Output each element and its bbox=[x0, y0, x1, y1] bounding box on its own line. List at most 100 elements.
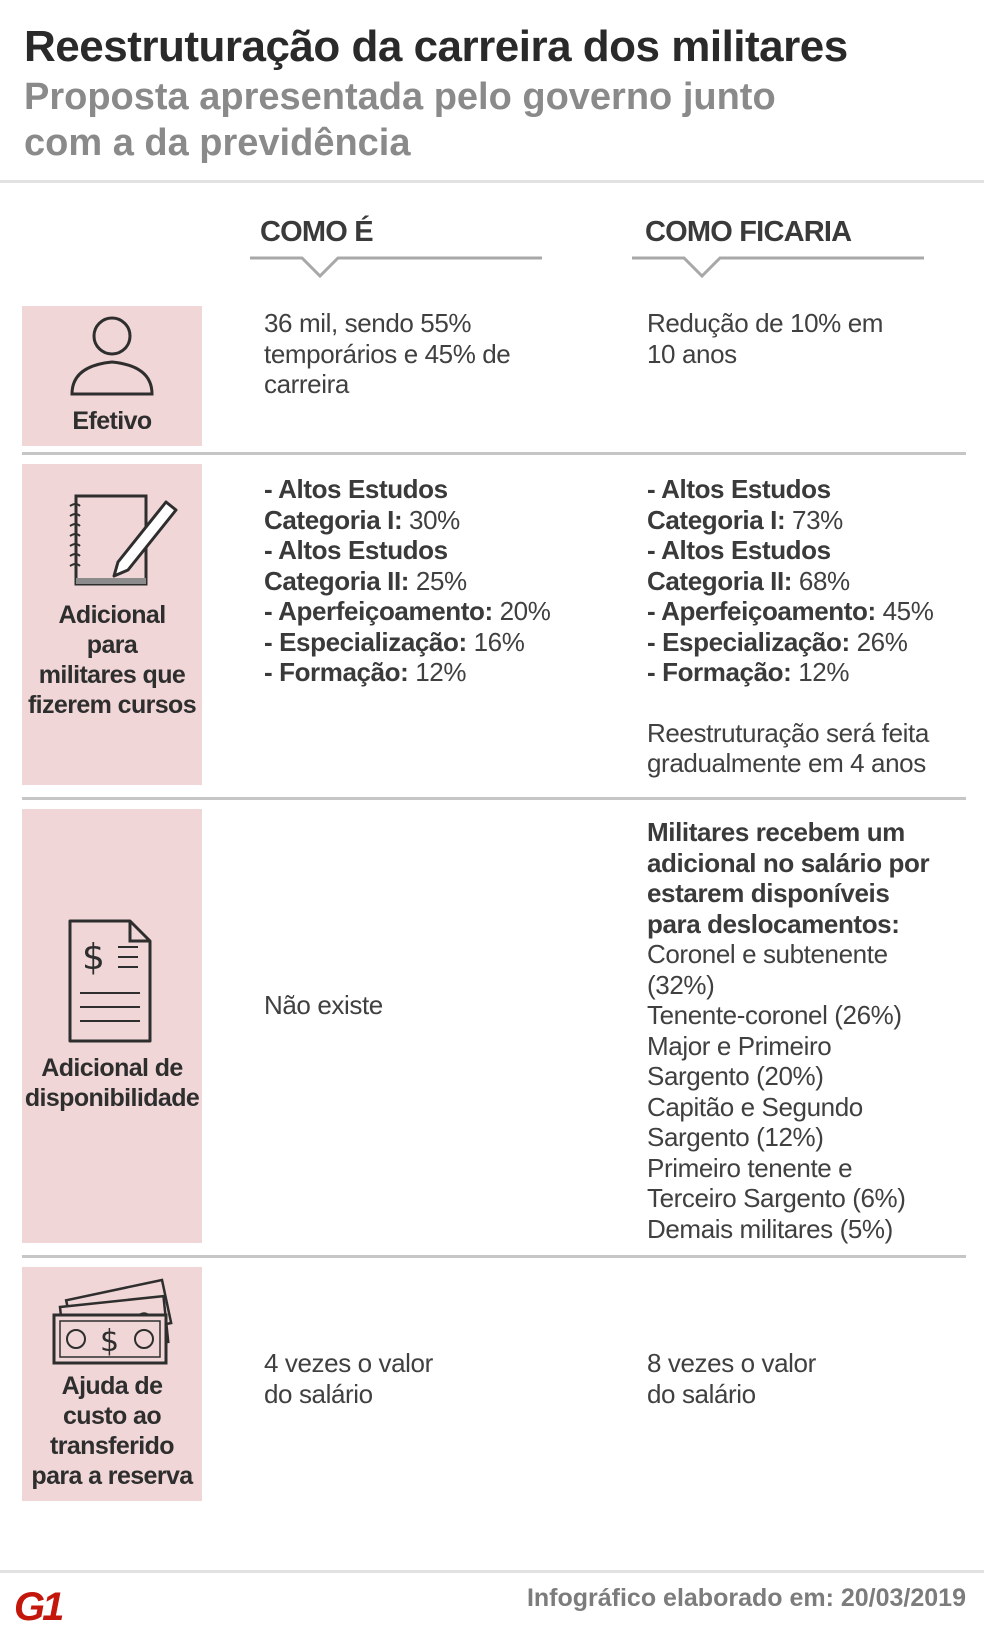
course-line: - Aperfeiçoamento: 20% bbox=[264, 596, 604, 627]
text-line: gradualmente em 4 anos bbox=[647, 748, 926, 778]
course-line: - Especialização: 26% bbox=[647, 627, 977, 658]
course-name: - Formação: bbox=[264, 657, 409, 687]
efetivo-current: 36 mil, sendo 55% temporários e 45% de c… bbox=[264, 308, 604, 400]
label-line: Adicional bbox=[58, 601, 166, 629]
text-line: Terceiro Sargento (6%) bbox=[647, 1183, 906, 1213]
course-name: Categoria II: bbox=[647, 565, 793, 596]
course-name: - Aperfeiçoamento: bbox=[647, 596, 876, 626]
text-line: Demais militares (5%) bbox=[647, 1213, 893, 1244]
text-line: 36 mil, sendo 55% bbox=[264, 308, 472, 338]
banknotes-icon: $ bbox=[52, 1278, 173, 1365]
row-label-reserva: $ Ajuda de custo ao transferido para a r… bbox=[22, 1267, 202, 1501]
label-line: para a reserva bbox=[31, 1462, 193, 1490]
infographic-credit: Infográfico elaborado em: 20/03/2019 bbox=[526, 1584, 966, 1612]
course-name: Categoria I: bbox=[647, 504, 786, 535]
text-line: Reestruturação será feita bbox=[647, 717, 929, 748]
text-line: Não existe bbox=[264, 990, 383, 1020]
course-value: 73% bbox=[785, 504, 843, 535]
row-label-disponibilidade: $ Adicional de disponibilidade bbox=[22, 809, 202, 1243]
course-value: 30% bbox=[402, 504, 460, 535]
footer-divider bbox=[0, 1570, 984, 1573]
course-name: Categoria I: bbox=[264, 504, 403, 535]
disponibilidade-current: Não existe bbox=[264, 990, 604, 1021]
row-divider bbox=[22, 797, 966, 800]
text-line: (32%) bbox=[647, 969, 715, 1000]
header-divider bbox=[0, 180, 984, 183]
notebook-pencil-icon bbox=[69, 494, 178, 586]
course-value: 12% bbox=[408, 657, 467, 687]
course-line: Categoria II: 25% bbox=[264, 566, 604, 597]
row-label-cursos: Adicional para militares que fizerem cur… bbox=[22, 464, 202, 785]
row-label-efetivo: Efetivo bbox=[22, 306, 202, 446]
course-name: - Formação: bbox=[647, 657, 792, 687]
course-line: Categoria I: 73% bbox=[647, 505, 977, 536]
row-label-text: Adicional de disponibilidade bbox=[22, 1053, 202, 1113]
column-heading-proposed: COMO FICARIA bbox=[645, 216, 852, 248]
cursos-current: - Altos Estudos Categoria I: 30% - Altos… bbox=[264, 474, 604, 688]
label-line: fizerem cursos bbox=[27, 691, 197, 719]
course-value: 20% bbox=[492, 596, 551, 626]
column-heading-arrow bbox=[250, 256, 542, 278]
text-line-bold: para deslocamentos: bbox=[647, 908, 900, 939]
course-value: 16% bbox=[466, 626, 525, 657]
text-line: temporários e 45% de bbox=[264, 338, 511, 369]
course-name: - Altos Estudos bbox=[264, 474, 448, 504]
course-value: 25% bbox=[409, 565, 467, 596]
dollar-document-icon: $ bbox=[68, 919, 152, 1043]
text-line: Sargento (12%) bbox=[647, 1122, 824, 1152]
cursos-proposed: - Altos Estudos Categoria I: 73% - Altos… bbox=[647, 474, 977, 779]
g1-logo: G1 bbox=[14, 1586, 66, 1624]
text-line: Primeiro tenente e bbox=[647, 1152, 853, 1183]
text-line: Redução de 10% em bbox=[647, 308, 884, 338]
text-line: Tenente-coronel (26%) bbox=[647, 1000, 902, 1030]
text-line-bold: estarem disponíveis bbox=[647, 878, 890, 908]
label-line: Ajuda de bbox=[61, 1372, 163, 1400]
subtitle-line: Proposta apresentada pelo governo junto bbox=[24, 76, 776, 118]
course-line: - Altos Estudos bbox=[647, 535, 977, 566]
course-line: - Formação: 12% bbox=[264, 657, 604, 688]
text-line: Coronel e subtenente bbox=[647, 939, 888, 969]
row-label-text: Efetivo bbox=[72, 407, 152, 435]
text-line: Sargento (20%) bbox=[647, 1061, 824, 1091]
text-line: 4 vezes o valor bbox=[264, 1348, 433, 1378]
svg-text:$: $ bbox=[100, 1324, 119, 1359]
page-subtitle: Proposta apresentada pelo governo junto … bbox=[24, 74, 884, 166]
course-name: - Altos Estudos bbox=[647, 535, 831, 565]
course-name: - Altos Estudos bbox=[647, 474, 831, 504]
label-line: Adicional de bbox=[41, 1054, 183, 1082]
svg-text:G1: G1 bbox=[14, 1586, 63, 1624]
text-line: Capitão e Segundo bbox=[647, 1091, 863, 1122]
label-line: custo ao bbox=[63, 1402, 162, 1430]
course-name: - Altos Estudos bbox=[264, 535, 448, 565]
row-label-text: Adicional para militares que fizerem cur… bbox=[22, 600, 202, 720]
text-line: do salário bbox=[264, 1378, 373, 1409]
course-line: - Altos Estudos bbox=[264, 535, 604, 566]
row-divider bbox=[22, 452, 966, 455]
person-icon bbox=[70, 316, 154, 396]
course-line: - Especialização: 16% bbox=[264, 627, 604, 658]
spacer bbox=[647, 688, 977, 718]
reserva-proposed: 8 vezes o valor do salário bbox=[647, 1348, 977, 1409]
course-line: Categoria I: 30% bbox=[264, 505, 604, 536]
label-line: disponibilidade bbox=[24, 1084, 200, 1112]
text-line: do salário bbox=[647, 1378, 756, 1409]
row-label-text: Ajuda de custo ao transferido para a res… bbox=[22, 1371, 202, 1491]
course-value: 12% bbox=[791, 657, 850, 687]
text-line: 8 vezes o valor bbox=[647, 1348, 816, 1378]
course-line: - Altos Estudos bbox=[264, 474, 604, 505]
course-name: - Especialização: bbox=[647, 626, 850, 657]
column-heading-arrow bbox=[632, 256, 924, 278]
course-line: - Altos Estudos bbox=[647, 474, 977, 505]
course-name: - Aperfeiçoamento: bbox=[264, 596, 493, 626]
disponibilidade-proposed: Militares recebem um adicional no salári… bbox=[647, 817, 977, 1244]
course-line: - Formação: 12% bbox=[647, 657, 977, 688]
course-line: Categoria II: 68% bbox=[647, 566, 977, 597]
course-value: 45% bbox=[875, 596, 934, 626]
course-value: 26% bbox=[849, 626, 908, 657]
text-line-bold: Militares recebem um bbox=[647, 817, 905, 847]
course-line: - Aperfeiçoamento: 45% bbox=[647, 596, 977, 627]
text-line: Major e Primeiro bbox=[647, 1030, 832, 1061]
reserva-current: 4 vezes o valor do salário bbox=[264, 1348, 604, 1409]
text-line: 10 anos bbox=[647, 338, 737, 369]
efetivo-proposed: Redução de 10% em 10 anos bbox=[647, 308, 977, 369]
